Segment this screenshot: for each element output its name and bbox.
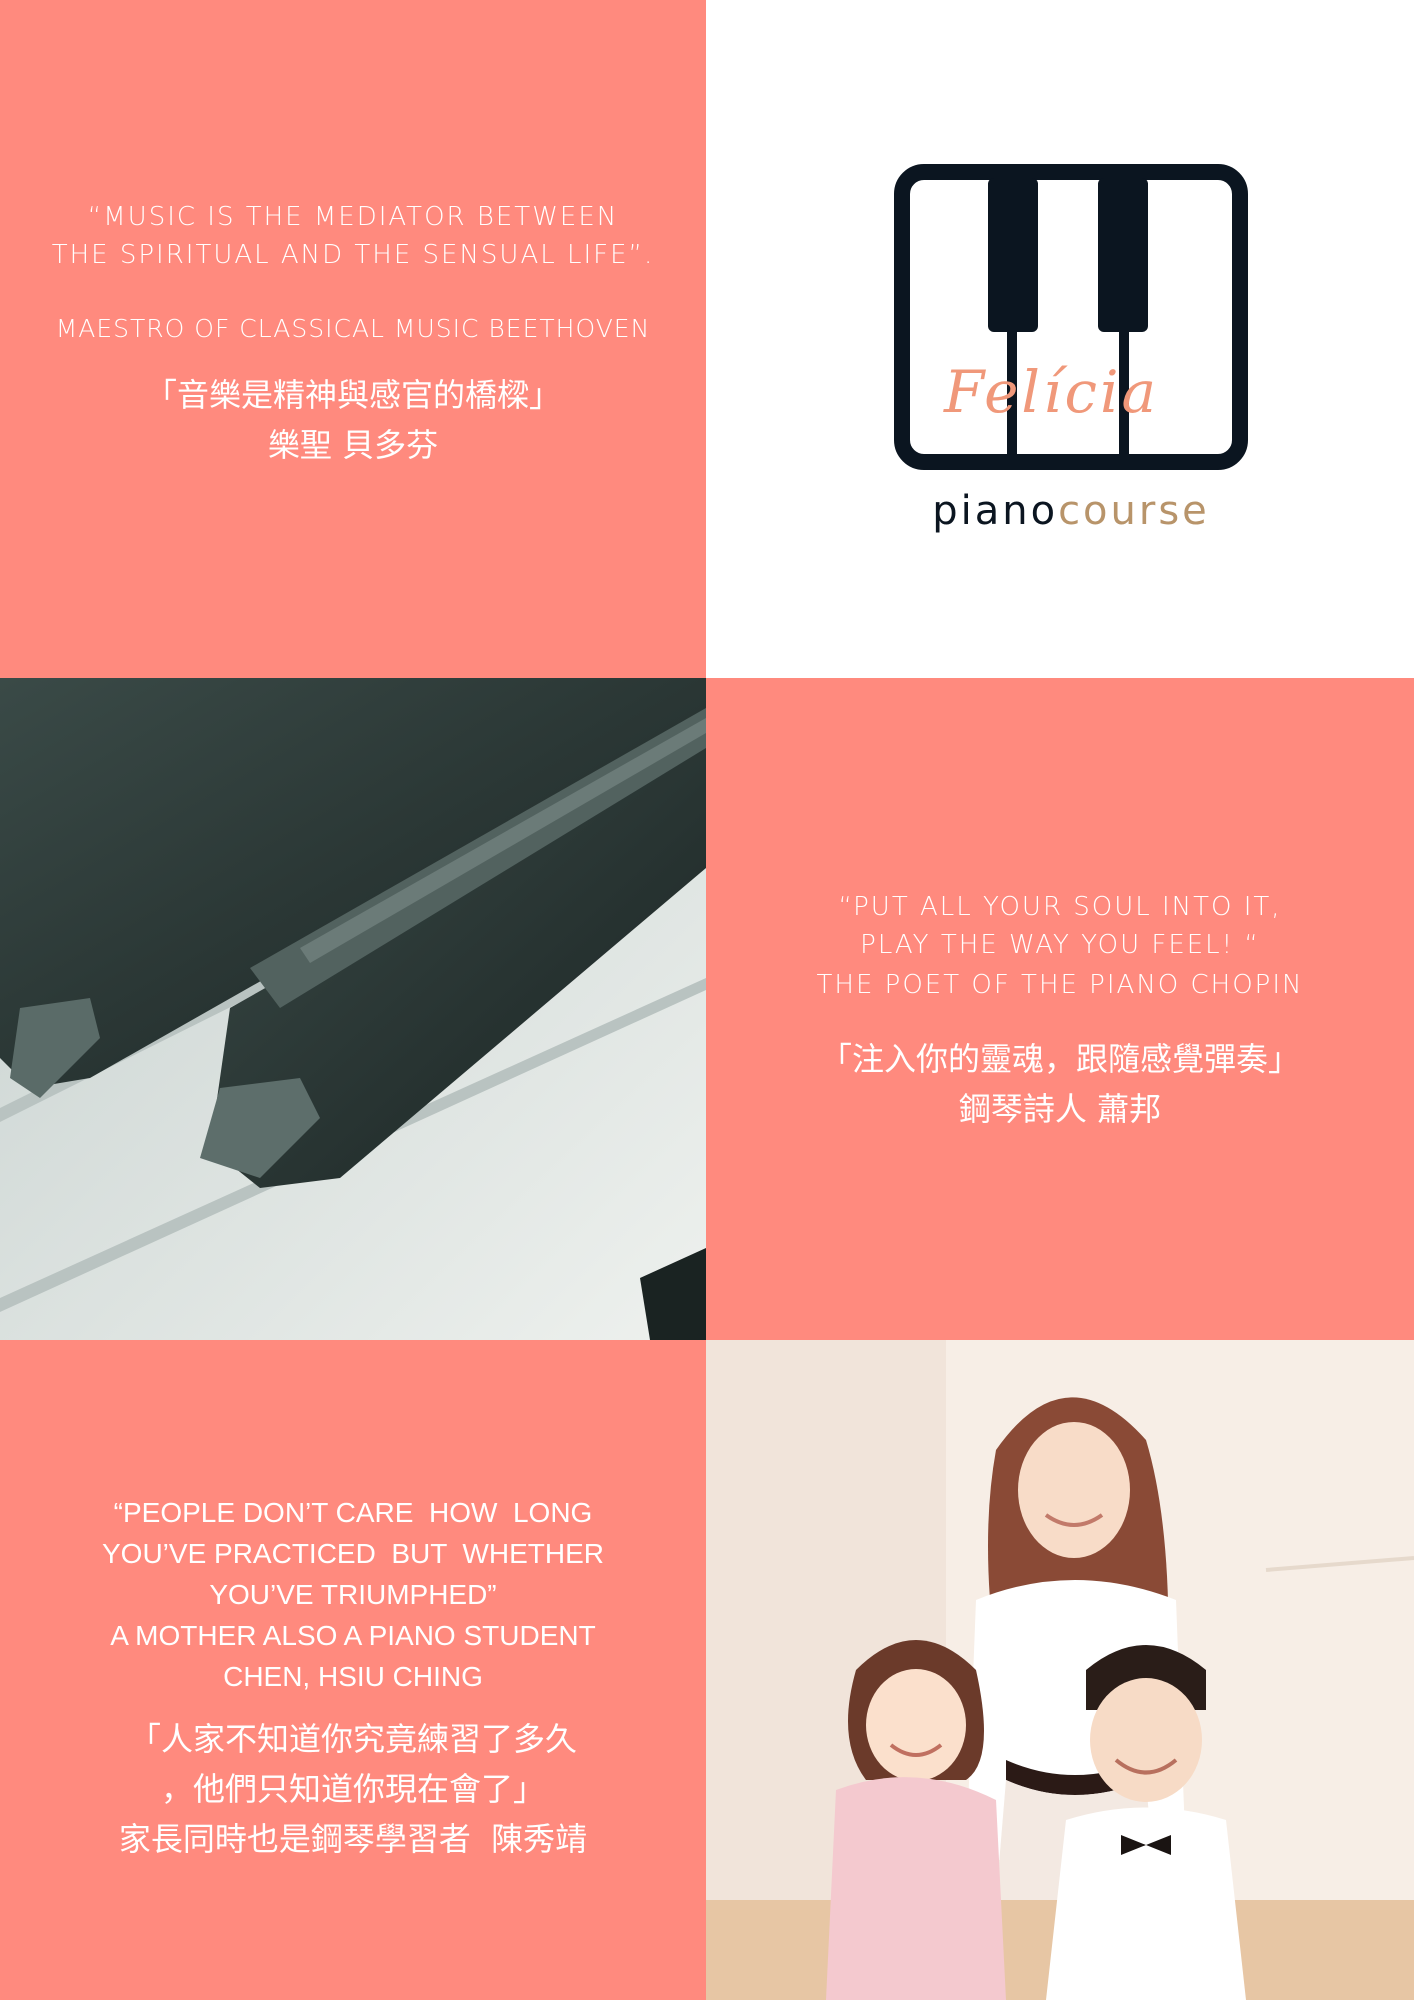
beethoven-quote-zh: 「音樂是精神與感官的橋樑」 樂聖 貝多芬 (0, 370, 706, 470)
beethoven-attribution-zh: 樂聖 貝多芬 (267, 426, 439, 464)
parent-quote-zh-line-2: ，他們只知道你現在會了」 (160, 1770, 545, 1808)
teacher-students-image (706, 1340, 1414, 2000)
piano-keys-photo (0, 678, 706, 1340)
beethoven-attribution: MAESTRO OF CLASSICAL MUSIC BEETHOVEN (55, 314, 651, 343)
chopin-attribution: THE POET OF THE PIANO CHOPIN (816, 970, 1304, 1000)
piano-keys-logo-icon (894, 164, 1248, 470)
chopin-attribution-zh: 鋼琴詩人 蕭邦 (958, 1090, 1162, 1128)
beethoven-quote-line-1: “MUSIC IS THE MEDIATOR BETWEEN (87, 202, 619, 232)
parent-quote-zh: 「人家不知道你究竟練習了多久 ，他們只知道你現在會了」 家長同時也是鋼琴學習者 … (0, 1714, 706, 1864)
parent-attribution-line-1: A MOTHER ALSO A PIANO STUDENT (110, 1620, 596, 1651)
beethoven-quote-zh-text: 「音樂是精神與感官的橋樑」 (144, 376, 561, 414)
chopin-quote-panel: “PUT ALL YOUR SOUL INTO IT, PLAY THE WAY… (706, 678, 1414, 1340)
parent-quote-line-2: YOU’VE PRACTICED BUT WHETHER (102, 1538, 604, 1569)
chopin-quote-zh: 「注入你的靈魂，跟隨感覺彈奏」 鋼琴詩人 蕭邦 (706, 1034, 1414, 1134)
logo-word-piano: piano (932, 488, 1059, 534)
chopin-quote-en: “PUT ALL YOUR SOUL INTO IT, PLAY THE WAY… (706, 888, 1414, 964)
parent-quote-zh-line-3: 家長同時也是鋼琴學習者 陳秀靖 (118, 1820, 588, 1858)
beethoven-quote-line-2: THE SPIRITUAL AND THE SENSUAL LIFE”. (51, 240, 655, 270)
chopin-quote-line-1: “PUT ALL YOUR SOUL INTO IT, (838, 892, 1282, 922)
logo-brand-script: Felícia (944, 358, 1160, 426)
parent-quote-panel: “PEOPLE DON’T CARE HOW LONG YOU’VE PRACT… (0, 1340, 706, 2000)
chopin-quote-line-2: PLAY THE WAY YOU FEEL! “ (860, 930, 1260, 960)
logo-wordmark: pianocourse (906, 488, 1236, 534)
parent-quote-zh-line-1: 「人家不知道你究竟練習了多久 (128, 1720, 577, 1758)
parent-attribution-line-2: CHEN, HSIU CHING (223, 1661, 483, 1692)
parent-quote-line-3: YOU’VE TRIUMPHED” (209, 1579, 497, 1610)
parent-quote-line-1: “PEOPLE DON’T CARE HOW LONG (113, 1497, 593, 1528)
beethoven-quote-en: “MUSIC IS THE MEDIATOR BETWEEN THE SPIRI… (0, 198, 706, 274)
parent-quote-en: “PEOPLE DON’T CARE HOW LONG YOU’VE PRACT… (0, 1492, 706, 1697)
chopin-quote-zh-text: 「注入你的靈魂，跟隨感覺彈奏」 (819, 1040, 1300, 1078)
beethoven-quote-panel: “MUSIC IS THE MEDIATOR BETWEEN THE SPIRI… (0, 0, 706, 678)
logo-word-course: course (1058, 488, 1210, 534)
piano-keys-image (0, 678, 706, 1340)
logo-panel: Felícia pianocourse (706, 0, 1414, 678)
teacher-students-photo (706, 1340, 1414, 2000)
